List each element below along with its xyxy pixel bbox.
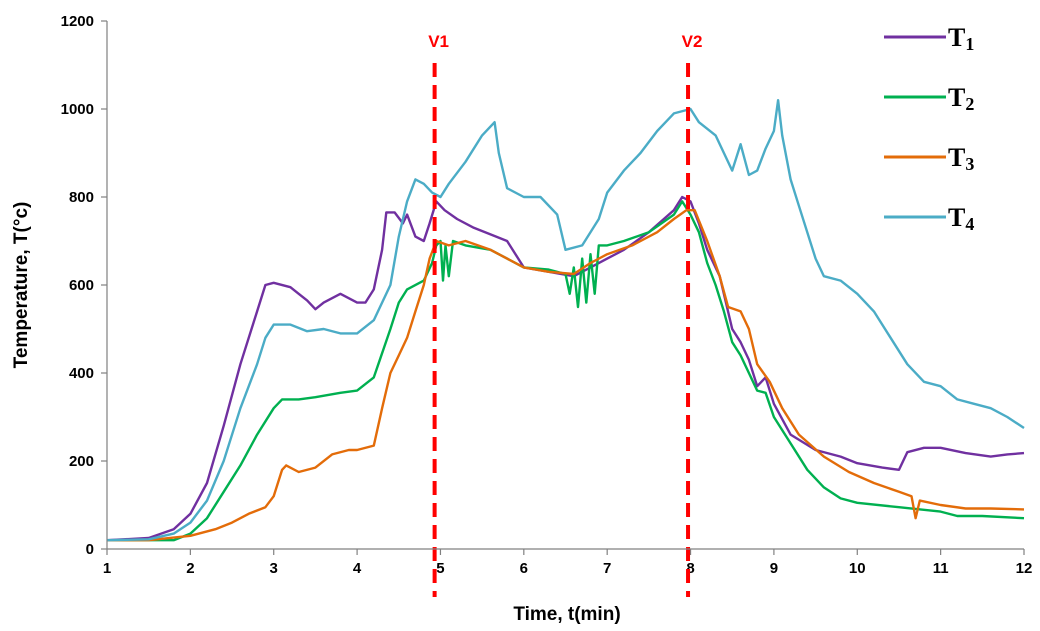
x-tick-label: 5 — [436, 560, 444, 577]
legend-label-main: T — [948, 23, 965, 52]
series-line-t2 — [107, 200, 1025, 542]
x-tick-label: 10 — [849, 560, 866, 577]
y-tick-label: 1000 — [61, 101, 94, 118]
y-tick-label: 0 — [86, 541, 94, 558]
x-tick-label: 8 — [686, 560, 694, 577]
legend-label-subscript: 2 — [965, 94, 974, 114]
x-tick-label: 12 — [1016, 560, 1033, 577]
x-tick-label: 9 — [770, 560, 778, 577]
marker-label-v2: V2 — [682, 32, 703, 51]
x-tick-label: 11 — [933, 560, 949, 577]
marker-label-v1: V1 — [428, 32, 449, 51]
y-tick-label: 200 — [69, 453, 94, 470]
legend-label-t4: T4 — [948, 203, 974, 234]
legend-label-main: T — [948, 203, 965, 232]
y-tick-label: 600 — [69, 277, 94, 294]
vertical-markers: V1 V2 — [428, 32, 702, 597]
y-tick-label: 400 — [69, 365, 94, 382]
series-line-t3 — [107, 209, 1025, 542]
legend-label-t1: T1 — [948, 23, 974, 54]
legend-label-subscript: 3 — [965, 154, 974, 174]
x-tick-label: 4 — [353, 560, 362, 577]
x-tick-label: 7 — [603, 560, 611, 577]
x-tick-label: 6 — [520, 560, 528, 577]
series-line-t4 — [106, 99, 1025, 542]
legend-label-subscript: 4 — [965, 214, 974, 234]
x-tick-label: 2 — [186, 560, 194, 577]
series-line-t1 — [106, 195, 1025, 542]
legend-label-main: T — [948, 143, 965, 172]
y-axis-ticks: 0 200 400 600 800 1000 1200 — [61, 13, 107, 558]
y-axis-title: Temperature, T(°c) — [11, 202, 32, 369]
legend-label-t2: T2 — [948, 83, 974, 114]
x-tick-label: 1 — [103, 560, 111, 577]
legend-label-main: T — [948, 83, 965, 112]
legend-label-subscript: 1 — [965, 34, 974, 54]
y-tick-label: 1200 — [61, 13, 94, 30]
series-layer — [106, 99, 1025, 542]
x-axis-title: Time, t(min) — [513, 604, 620, 625]
x-tick-label: 3 — [270, 560, 278, 577]
legend-label-t3: T3 — [948, 143, 974, 174]
x-axis-ticks: 1 2 3 4 5 6 7 8 9 10 11 12 — [103, 549, 1033, 577]
y-tick-label: 800 — [69, 189, 94, 206]
